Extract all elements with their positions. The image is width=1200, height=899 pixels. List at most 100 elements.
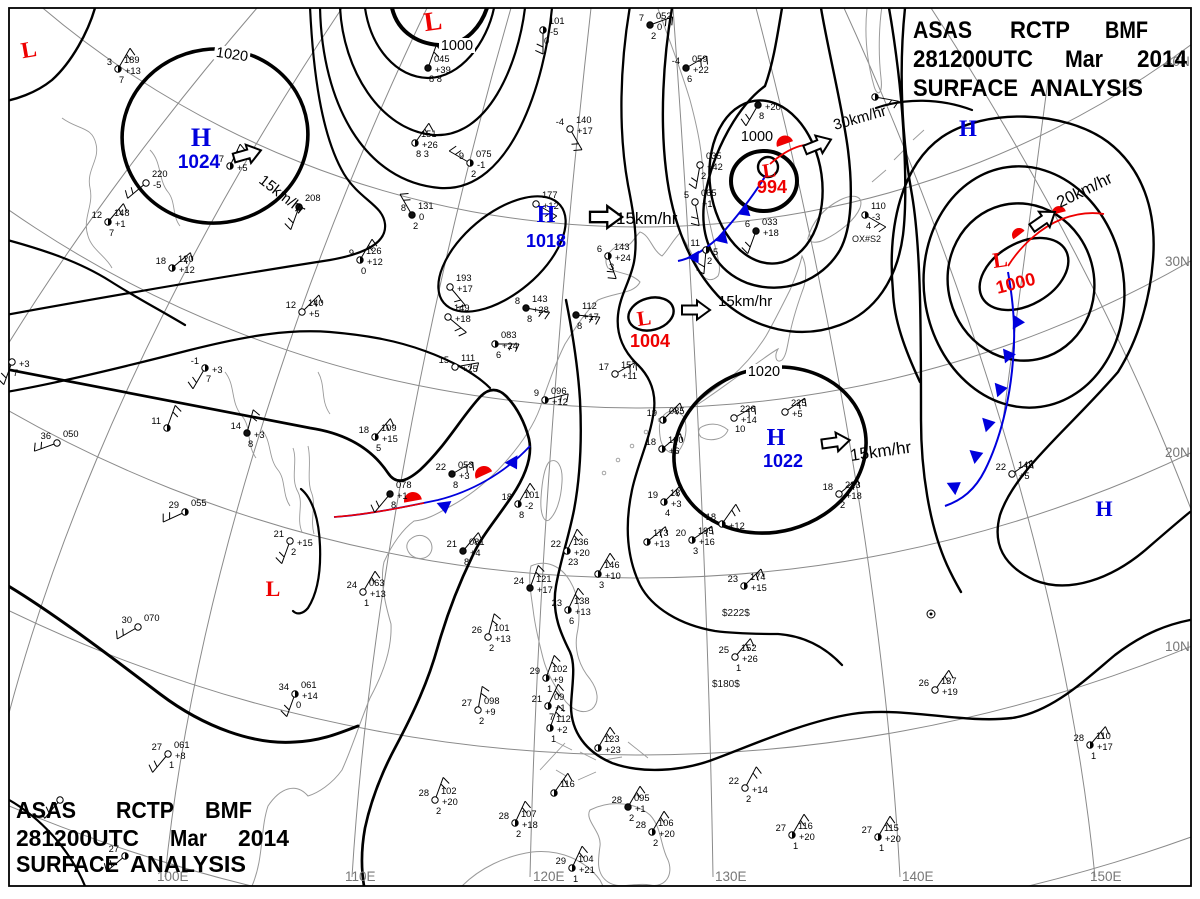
svg-text:208: 208 xyxy=(305,193,321,203)
svg-text:+14: +14 xyxy=(752,785,768,795)
svg-text:083: 083 xyxy=(501,330,517,340)
svg-text:+6: +6 xyxy=(669,446,680,456)
svg-text:+8: +8 xyxy=(175,751,186,761)
svg-text:189: 189 xyxy=(124,55,140,65)
svg-text:4: 4 xyxy=(866,221,871,231)
svg-text:+18: +18 xyxy=(763,228,779,238)
svg-text:195: 195 xyxy=(698,526,714,536)
svg-text:5: 5 xyxy=(713,247,718,257)
svg-text:033: 033 xyxy=(762,217,778,227)
svg-text:Mar: Mar xyxy=(1065,46,1103,73)
svg-text:OX#S2: OX#S2 xyxy=(852,234,881,244)
svg-text:+12: +12 xyxy=(552,397,568,407)
svg-text:7: 7 xyxy=(549,712,554,722)
svg-text:+20: +20 xyxy=(885,834,901,844)
svg-text:+21: +21 xyxy=(579,865,595,875)
svg-text:6: 6 xyxy=(745,219,750,229)
svg-text:18: 18 xyxy=(156,256,166,266)
svg-text:112: 112 xyxy=(556,714,571,724)
svg-text:$180$: $180$ xyxy=(712,679,740,690)
svg-text:28: 28 xyxy=(612,795,622,805)
svg-text:+12: +12 xyxy=(729,521,745,531)
svg-text:6: 6 xyxy=(687,74,692,84)
svg-text:1: 1 xyxy=(793,841,798,851)
svg-text:26: 26 xyxy=(472,625,482,635)
svg-text:5: 5 xyxy=(376,443,381,453)
svg-text:24: 24 xyxy=(347,580,357,590)
svg-text:3: 3 xyxy=(693,546,698,556)
svg-text:+13: +13 xyxy=(370,589,386,599)
svg-text:061: 061 xyxy=(301,680,317,690)
svg-text:+18: +18 xyxy=(455,314,471,324)
svg-text:18: 18 xyxy=(646,437,656,447)
svg-text:8: 8 xyxy=(759,111,764,121)
svg-text:28: 28 xyxy=(636,820,646,830)
svg-text:045: 045 xyxy=(434,54,450,64)
svg-text:8 8: 8 8 xyxy=(429,74,442,84)
svg-text:174: 174 xyxy=(750,572,766,582)
svg-text:9: 9 xyxy=(534,388,539,398)
svg-text:+18: +18 xyxy=(846,491,862,501)
svg-text:+20: +20 xyxy=(442,797,458,807)
svg-text:+5: +5 xyxy=(309,309,320,319)
svg-text:137: 137 xyxy=(941,676,957,686)
svg-text:120E: 120E xyxy=(533,869,565,884)
svg-text:+12: +12 xyxy=(367,257,383,267)
svg-text:101: 101 xyxy=(494,623,510,633)
svg-text:+20: +20 xyxy=(765,102,781,112)
svg-text:+22: +22 xyxy=(693,65,709,75)
svg-text:29: 29 xyxy=(556,856,566,866)
svg-text:+11: +11 xyxy=(622,371,637,381)
svg-text:100E: 100E xyxy=(157,869,189,884)
svg-text:-1: -1 xyxy=(477,160,485,170)
svg-text:1: 1 xyxy=(736,663,741,673)
svg-text:+17: +17 xyxy=(457,284,473,294)
svg-text:+20: +20 xyxy=(799,832,815,842)
svg-text:1018: 1018 xyxy=(526,231,566,251)
svg-text:H: H xyxy=(191,123,211,152)
svg-text:8 3: 8 3 xyxy=(416,149,429,159)
svg-text:22: 22 xyxy=(996,462,1006,472)
svg-text:104: 104 xyxy=(578,854,594,864)
svg-text:23: 23 xyxy=(552,598,562,608)
svg-text:225: 225 xyxy=(791,398,807,408)
svg-text:+10: +10 xyxy=(605,571,621,581)
svg-text:26: 26 xyxy=(919,678,929,688)
svg-text:110: 110 xyxy=(871,201,886,211)
svg-text:+17: +17 xyxy=(583,312,599,322)
svg-text:059: 059 xyxy=(692,54,708,64)
svg-text:+5: +5 xyxy=(237,163,248,173)
svg-text:1020: 1020 xyxy=(215,45,249,65)
svg-text:14: 14 xyxy=(231,421,241,431)
svg-text:-2: -2 xyxy=(525,501,533,511)
svg-text:+1: +1 xyxy=(397,491,408,501)
svg-text:24: 24 xyxy=(514,576,524,586)
svg-text:2: 2 xyxy=(516,829,521,839)
svg-text:8: 8 xyxy=(519,510,524,520)
svg-text:27: 27 xyxy=(152,742,162,752)
svg-text:107: 107 xyxy=(521,809,537,819)
svg-text:+5: +5 xyxy=(792,409,803,419)
svg-text:6: 6 xyxy=(597,244,602,254)
svg-text:H: H xyxy=(959,116,977,141)
svg-text:36: 36 xyxy=(41,431,51,441)
svg-text:101: 101 xyxy=(524,490,540,500)
svg-text:9: 9 xyxy=(349,248,354,258)
svg-text:+17: +17 xyxy=(1097,742,1113,752)
svg-text:8: 8 xyxy=(527,314,532,324)
svg-text:148: 148 xyxy=(114,208,130,218)
svg-text:+19: +19 xyxy=(942,687,958,697)
svg-text:21: 21 xyxy=(274,529,284,539)
svg-text:1004: 1004 xyxy=(630,331,670,351)
svg-text:061: 061 xyxy=(174,740,190,750)
svg-text:27: 27 xyxy=(462,698,472,708)
svg-text:1022: 1022 xyxy=(763,451,803,471)
svg-text:120: 120 xyxy=(178,254,194,264)
svg-text:035: 035 xyxy=(706,151,722,161)
svg-text:L: L xyxy=(266,576,281,601)
svg-text:1: 1 xyxy=(364,598,369,608)
svg-text:177: 177 xyxy=(542,190,558,200)
svg-text:-4: -4 xyxy=(556,117,564,127)
svg-text:136: 136 xyxy=(573,537,589,547)
svg-text:15: 15 xyxy=(439,355,449,365)
